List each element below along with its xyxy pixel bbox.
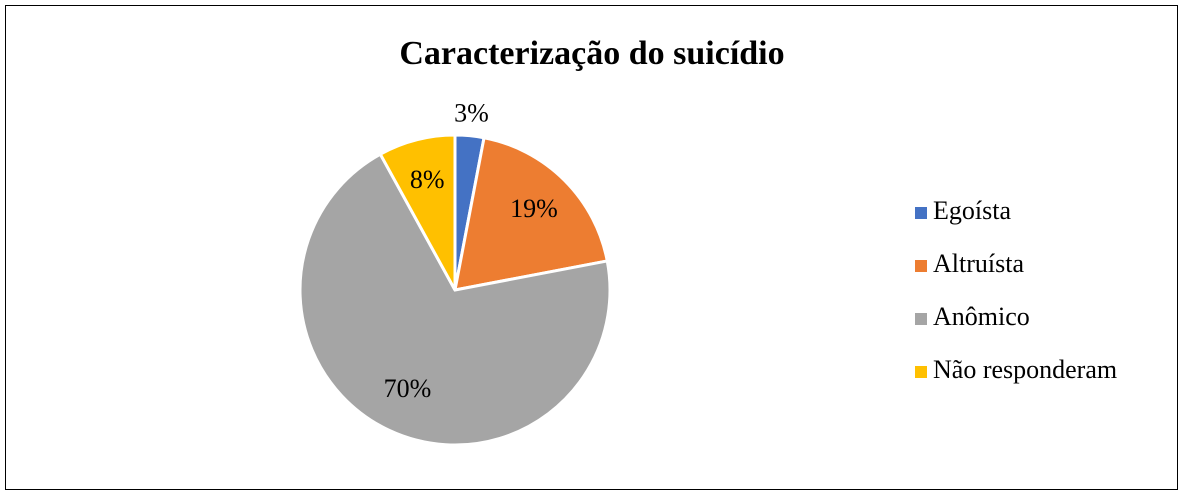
legend-label: Anômico [933, 302, 1030, 331]
pie-slice [378, 133, 457, 291]
pie-slice [453, 135, 610, 292]
data-label: 70% [384, 374, 432, 403]
legend-swatch [915, 207, 927, 219]
data-label: 19% [510, 194, 558, 223]
legend-swatch [915, 260, 927, 272]
legend-label: Egoísta [933, 196, 1011, 225]
data-label: 8% [410, 165, 445, 194]
data-label: 3% [454, 99, 489, 128]
legend-label: Não responderam [933, 355, 1117, 384]
chart-title: Caracterização do suicídio [399, 35, 784, 72]
legend-swatch [915, 313, 927, 325]
pie-slice [298, 152, 612, 447]
legend-swatch [915, 366, 927, 378]
legend-label: Altruísta [933, 249, 1024, 278]
